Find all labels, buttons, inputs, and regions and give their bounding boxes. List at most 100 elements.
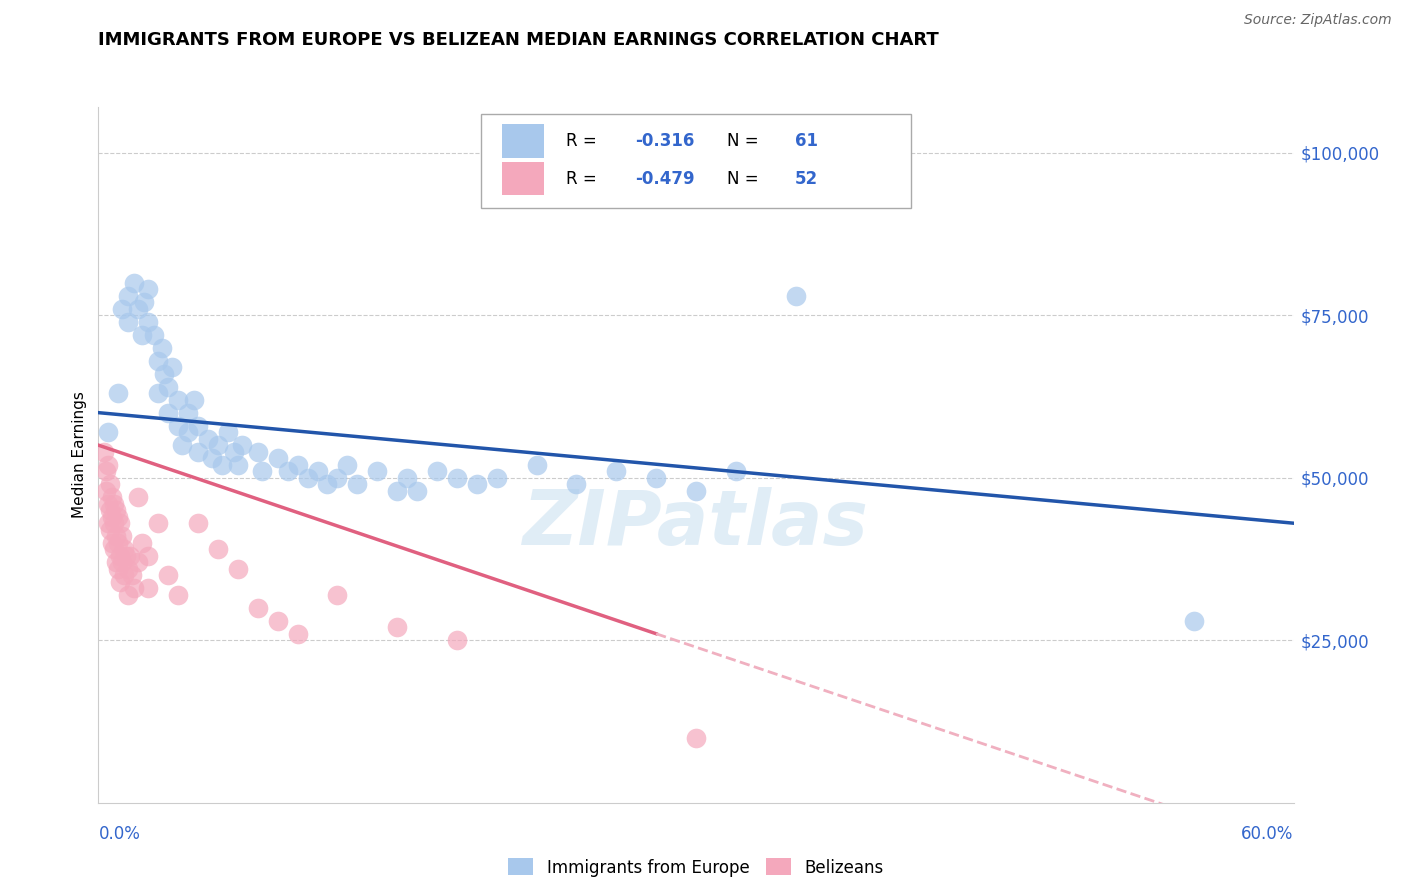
Point bbox=[226, 458, 249, 472]
Point bbox=[287, 626, 309, 640]
Point bbox=[148, 386, 170, 401]
Y-axis label: Median Earnings: Median Earnings bbox=[72, 392, 87, 518]
Point bbox=[297, 471, 319, 485]
Point bbox=[187, 516, 209, 531]
Point bbox=[485, 471, 508, 485]
Point bbox=[157, 568, 180, 582]
Point bbox=[326, 588, 349, 602]
Point bbox=[153, 367, 176, 381]
Point bbox=[110, 516, 132, 531]
Point bbox=[465, 477, 488, 491]
Point bbox=[183, 392, 205, 407]
Point bbox=[105, 555, 128, 569]
Point bbox=[316, 477, 339, 491]
Point bbox=[222, 444, 245, 458]
Point bbox=[112, 568, 135, 582]
Point bbox=[127, 555, 149, 569]
Point bbox=[117, 288, 139, 302]
Point bbox=[93, 444, 115, 458]
Text: 52: 52 bbox=[796, 169, 818, 187]
Point bbox=[366, 464, 388, 478]
Point bbox=[157, 379, 180, 393]
Point bbox=[117, 562, 139, 576]
FancyBboxPatch shape bbox=[502, 124, 544, 158]
Legend: Immigrants from Europe, Belizeans: Immigrants from Europe, Belizeans bbox=[501, 850, 891, 885]
Text: R =: R = bbox=[565, 169, 602, 187]
Point bbox=[385, 620, 409, 634]
Text: Source: ZipAtlas.com: Source: ZipAtlas.com bbox=[1244, 13, 1392, 28]
Point bbox=[110, 549, 132, 563]
Point bbox=[134, 295, 156, 310]
Point bbox=[100, 477, 122, 491]
Point bbox=[107, 535, 129, 549]
Point bbox=[110, 574, 132, 589]
Point bbox=[121, 568, 143, 582]
Point bbox=[127, 301, 149, 316]
Point bbox=[107, 386, 129, 401]
Point bbox=[385, 483, 409, 498]
Point bbox=[101, 535, 124, 549]
Point bbox=[336, 458, 359, 472]
Point bbox=[115, 549, 138, 563]
Point bbox=[426, 464, 449, 478]
FancyBboxPatch shape bbox=[502, 162, 544, 195]
Point bbox=[172, 438, 194, 452]
Point bbox=[107, 562, 129, 576]
Point bbox=[148, 353, 170, 368]
Point bbox=[526, 458, 548, 472]
Text: IMMIGRANTS FROM EUROPE VS BELIZEAN MEDIAN EARNINGS CORRELATION CHART: IMMIGRANTS FROM EUROPE VS BELIZEAN MEDIA… bbox=[98, 31, 939, 49]
Point bbox=[167, 392, 190, 407]
Point bbox=[117, 315, 139, 329]
Point bbox=[267, 451, 290, 466]
Point bbox=[111, 301, 134, 316]
FancyBboxPatch shape bbox=[481, 114, 911, 208]
Point bbox=[177, 425, 200, 439]
Text: 0.0%: 0.0% bbox=[98, 825, 141, 843]
Point bbox=[605, 464, 627, 478]
Point bbox=[645, 471, 668, 485]
Point bbox=[96, 483, 118, 498]
Text: -0.316: -0.316 bbox=[636, 132, 695, 150]
Point bbox=[136, 549, 159, 563]
Point bbox=[105, 529, 128, 543]
Text: R =: R = bbox=[565, 132, 602, 150]
Point bbox=[250, 464, 273, 478]
Point bbox=[136, 315, 159, 329]
Point bbox=[131, 327, 153, 342]
Point bbox=[167, 418, 190, 433]
Point bbox=[246, 600, 269, 615]
Point bbox=[124, 581, 146, 595]
Point bbox=[97, 425, 120, 439]
Point bbox=[150, 341, 173, 355]
Point bbox=[97, 458, 120, 472]
Point bbox=[107, 509, 129, 524]
Point bbox=[685, 483, 707, 498]
Point bbox=[207, 438, 229, 452]
Point bbox=[267, 614, 290, 628]
Point bbox=[187, 418, 209, 433]
Point bbox=[406, 483, 429, 498]
Point bbox=[326, 471, 349, 485]
Point bbox=[211, 458, 233, 472]
Point bbox=[226, 562, 249, 576]
Text: 61: 61 bbox=[796, 132, 818, 150]
Point bbox=[136, 581, 159, 595]
Point bbox=[103, 542, 125, 557]
Point bbox=[124, 276, 146, 290]
Point bbox=[201, 451, 224, 466]
Point bbox=[100, 523, 122, 537]
Point bbox=[396, 471, 419, 485]
Point bbox=[136, 282, 159, 296]
Point bbox=[105, 503, 128, 517]
Point bbox=[111, 555, 134, 569]
Point bbox=[231, 438, 253, 452]
Point bbox=[101, 490, 124, 504]
Point bbox=[103, 516, 125, 531]
Point bbox=[785, 288, 807, 302]
Text: 60.0%: 60.0% bbox=[1241, 825, 1294, 843]
Point bbox=[724, 464, 747, 478]
Point bbox=[97, 516, 120, 531]
Point bbox=[565, 477, 588, 491]
Point bbox=[1182, 614, 1205, 628]
Point bbox=[346, 477, 368, 491]
